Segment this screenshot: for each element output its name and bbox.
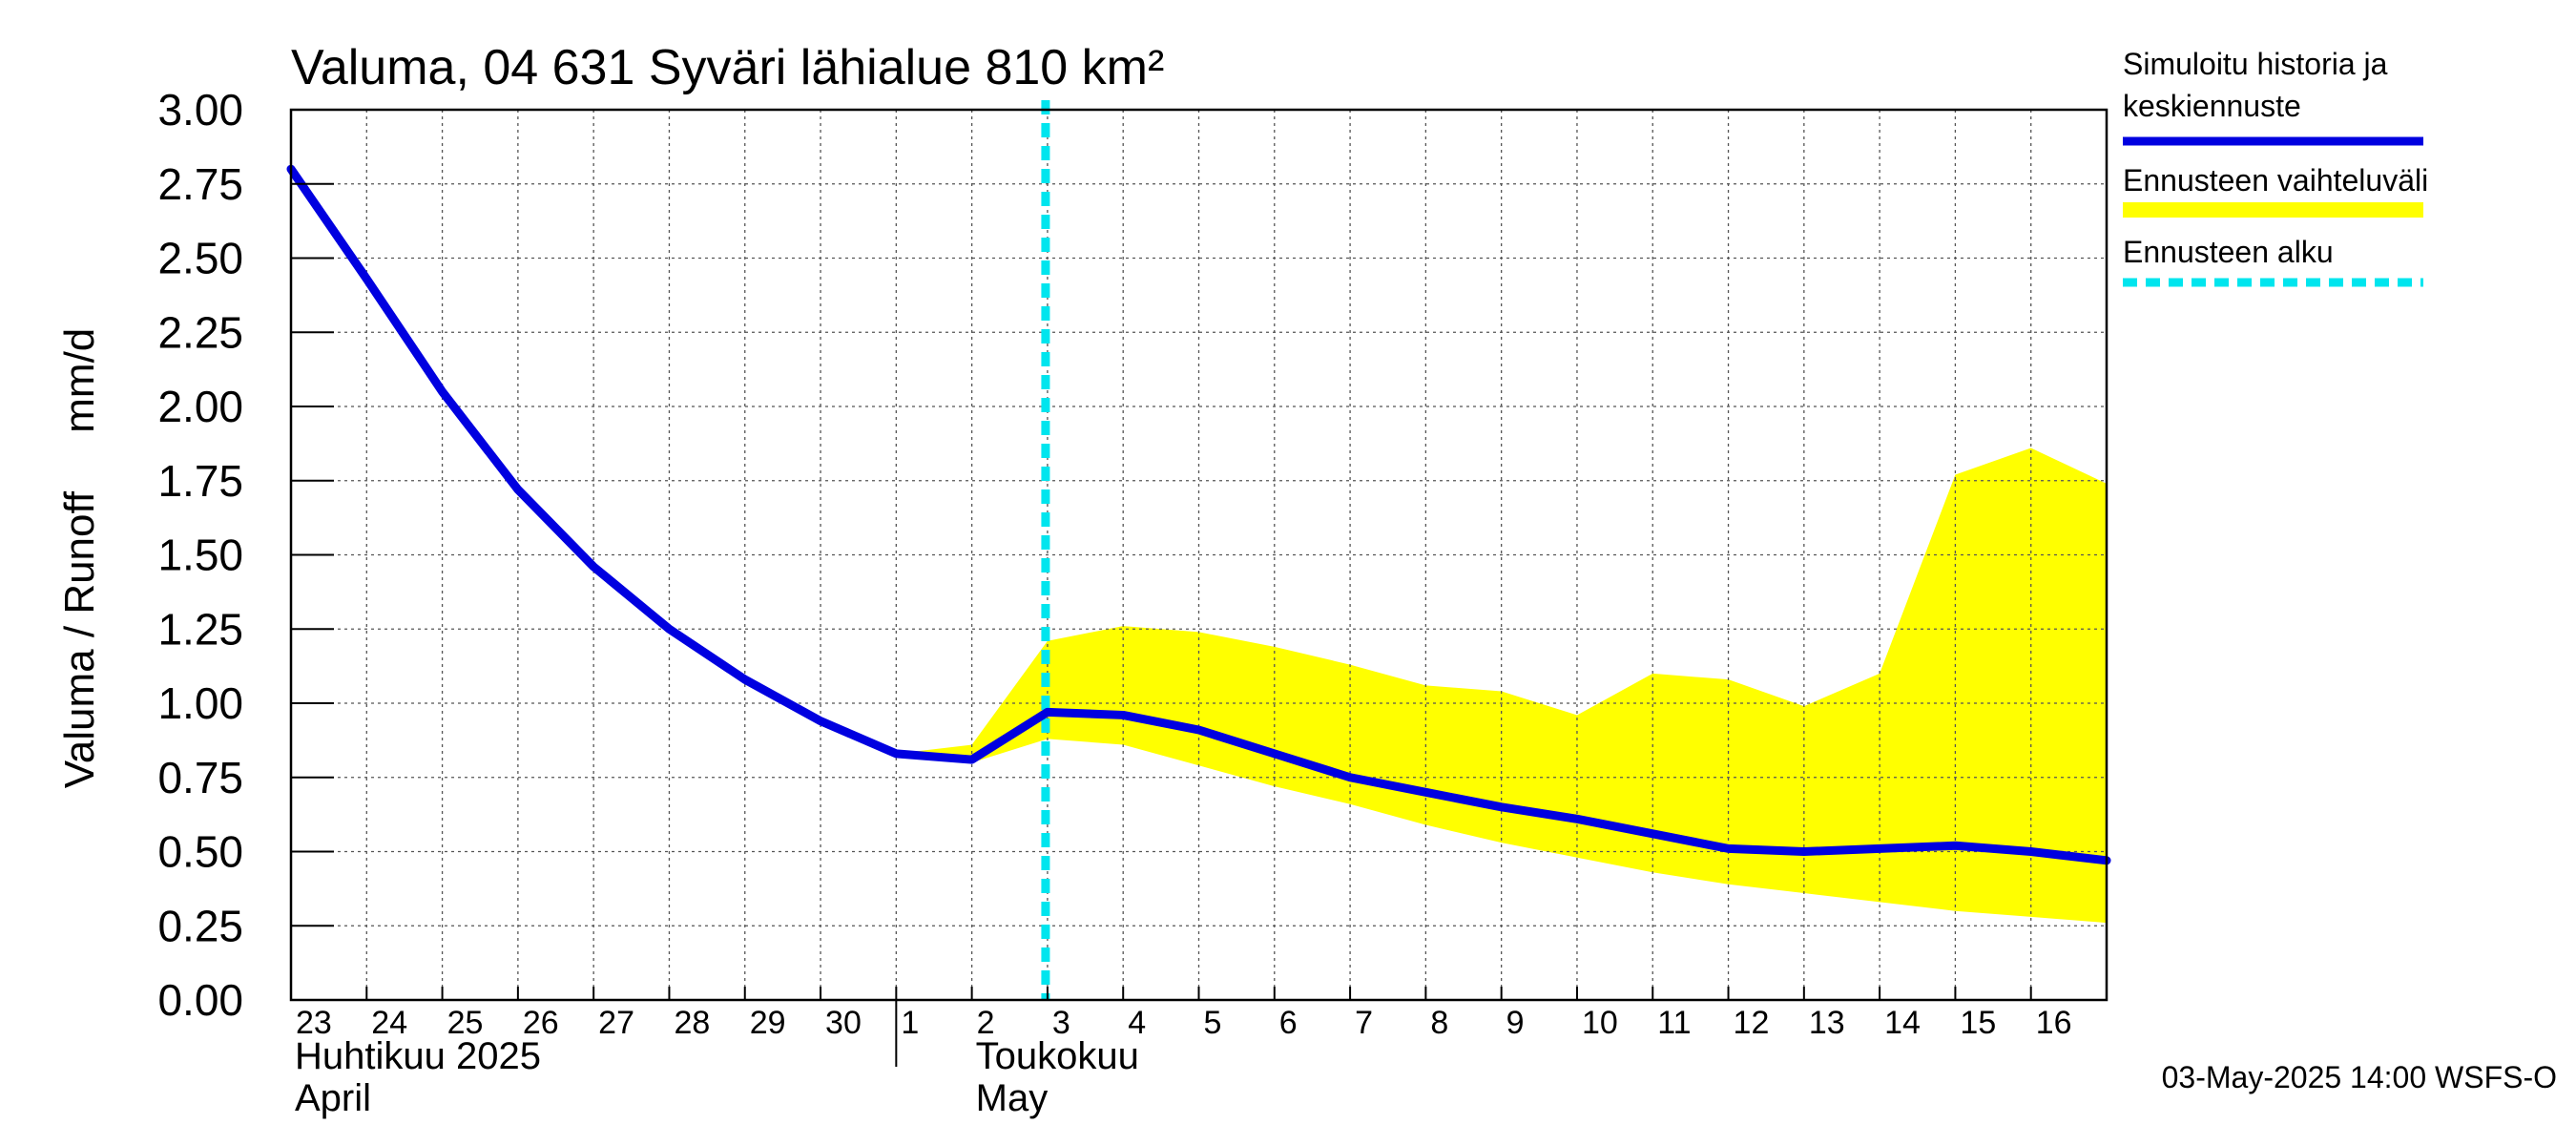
y-tick-label: 3.00: [157, 85, 243, 135]
x-tick-label: 25: [447, 1005, 484, 1041]
x-tick-label: 27: [598, 1005, 634, 1041]
x-tick-label: 15: [1960, 1005, 1996, 1041]
x-tick-label: 7: [1355, 1005, 1373, 1041]
x-tick-label: 16: [2036, 1005, 2072, 1041]
x-tick-label: 29: [750, 1005, 786, 1041]
x-tick-label: 4: [1128, 1005, 1146, 1041]
legend-swatch-range: [2123, 202, 2423, 218]
x-tick-label: 26: [523, 1005, 559, 1041]
legend-label: keskiennuste: [2123, 89, 2301, 123]
footer-timestamp: 03-May-2025 14:00 WSFS-O: [2162, 1060, 2557, 1094]
y-tick-label: 2.75: [157, 159, 243, 209]
legend: Simuloitu historia ja keskiennuste Ennuste…: [2123, 47, 2428, 287]
y-tick-label: 2.25: [157, 307, 243, 357]
series-line-simulated: [286, 164, 2111, 865]
axes: 0.00 0.25 0.50 0.75 1.00 1.25 1.50 1.75 2.00 2.25…: [157, 85, 2109, 1119]
y-tick-label: 0.50: [157, 827, 243, 877]
y-axis-label: Valuma / Runoff mm/d: [56, 328, 103, 789]
y-tick-label: 0.75: [157, 753, 243, 802]
x-tick-label: 28: [674, 1005, 710, 1041]
y-tick-label: 0.25: [157, 901, 243, 950]
y-tick-label: 1.50: [157, 531, 243, 580]
x-tick-label: 5: [1204, 1005, 1222, 1041]
month-label: Toukokuu: [976, 1035, 1139, 1077]
x-tick-label: 23: [296, 1005, 332, 1041]
x-tick-label: 11: [1657, 1005, 1691, 1041]
month-label: April: [295, 1077, 371, 1119]
x-tick-label: 10: [1582, 1005, 1618, 1041]
legend-label: Ennusteen alku: [2123, 235, 2334, 269]
forecast-range-band: [896, 448, 2108, 924]
x-tick-label: 13: [1809, 1005, 1845, 1041]
y-tick-label: 1.25: [157, 604, 243, 654]
plot-area: [286, 100, 2111, 1001]
y-tick-label: 1.00: [157, 678, 243, 728]
x-tick-label: 14: [1884, 1005, 1921, 1041]
x-tick-label: 30: [825, 1005, 862, 1041]
x-tick-label: 9: [1506, 1005, 1525, 1041]
x-tick-label: 2: [977, 1005, 995, 1041]
y-tick-label: 2.50: [157, 234, 243, 283]
month-label: Huhtikuu 2025: [295, 1035, 541, 1077]
x-tick-label: 24: [371, 1005, 407, 1041]
chart-title: Valuma, 04 631 Syväri lähialue 810 km²: [291, 40, 1164, 95]
legend-label: Ennusteen vaihteluväli: [2123, 163, 2428, 198]
x-tick-label: 12: [1734, 1005, 1770, 1041]
y-tick-label: 2.00: [157, 382, 243, 431]
legend-label: Simuloitu historia ja: [2123, 47, 2388, 81]
x-tick-label: 3: [1052, 1005, 1070, 1041]
x-tick-label: 1: [901, 1005, 919, 1041]
x-tick-label: 8: [1430, 1005, 1448, 1041]
y-tick-label: 1.75: [157, 456, 243, 506]
y-tick-label: 0.00: [157, 975, 243, 1025]
month-label: May: [976, 1077, 1049, 1119]
x-tick-label: 6: [1279, 1005, 1298, 1041]
